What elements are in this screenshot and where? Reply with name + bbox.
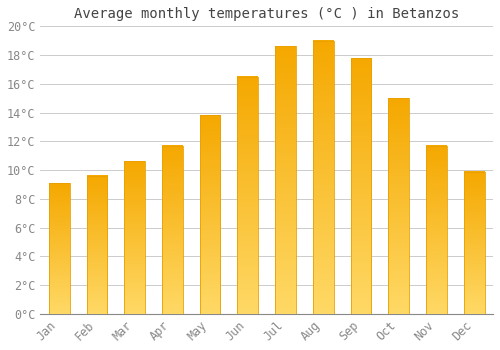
Bar <box>162 146 182 314</box>
Bar <box>464 172 484 314</box>
Bar <box>200 116 220 314</box>
Bar <box>388 98 409 314</box>
Title: Average monthly temperatures (°C ) in Betanzos: Average monthly temperatures (°C ) in Be… <box>74 7 460 21</box>
Bar <box>86 176 108 314</box>
Bar <box>426 146 447 314</box>
Bar <box>275 47 296 314</box>
Bar <box>350 58 372 314</box>
Bar <box>49 183 70 314</box>
Bar <box>124 161 145 314</box>
Bar <box>313 41 334 314</box>
Bar <box>238 77 258 314</box>
